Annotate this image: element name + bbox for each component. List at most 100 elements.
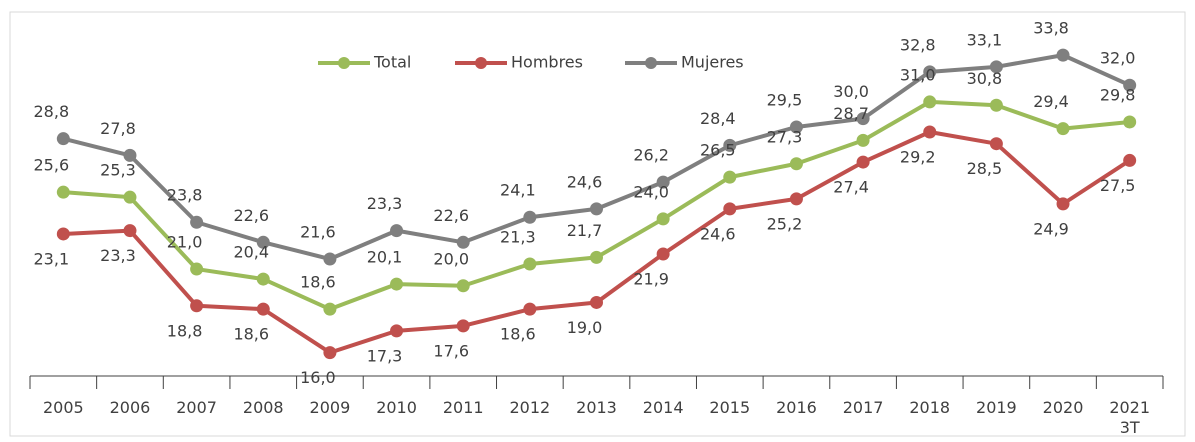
- x-tick-label: 2006: [109, 398, 151, 417]
- data-point: [390, 277, 404, 291]
- data-label: 32,0: [1100, 49, 1136, 68]
- data-point: [923, 65, 937, 79]
- data-label: 16,0: [300, 368, 336, 387]
- legend-label: Total: [373, 53, 411, 72]
- data-point: [656, 175, 670, 189]
- data-point: [323, 346, 337, 360]
- x-tick-label: 2015: [709, 398, 751, 417]
- data-label: 17,6: [433, 341, 469, 360]
- data-point: [456, 279, 470, 293]
- data-label: 28,8: [34, 102, 70, 121]
- data-point: [256, 235, 270, 249]
- data-point: [1123, 115, 1137, 129]
- data-label: 24,9: [1033, 219, 1069, 238]
- data-label: 18,6: [300, 273, 336, 292]
- data-label: 26,5: [700, 141, 736, 160]
- data-point: [390, 324, 404, 338]
- data-label: 17,3: [367, 346, 403, 365]
- x-tick-label: 2012: [509, 398, 551, 417]
- data-point: [989, 60, 1003, 74]
- data-point: [590, 250, 603, 264]
- x-tick-label: 2019: [976, 398, 1017, 417]
- x-tick-label: 2010: [376, 398, 417, 417]
- x-tick-label: 2008: [242, 398, 284, 417]
- data-point: [789, 120, 803, 134]
- data-point: [123, 148, 137, 162]
- data-point: [123, 224, 137, 238]
- data-label: 28,7: [833, 104, 869, 123]
- data-point: [256, 272, 270, 286]
- data-label: 24,6: [567, 172, 603, 191]
- data-label: 27,5: [1100, 176, 1136, 195]
- data-label: 24,0: [633, 182, 669, 201]
- data-label: 21,6: [300, 223, 336, 242]
- data-label: 29,2: [900, 148, 936, 167]
- data-point: [456, 235, 470, 249]
- data-point: [590, 295, 603, 309]
- data-point: [1056, 48, 1070, 62]
- x-tick-label: 2018: [909, 398, 951, 417]
- data-label: 19,0: [567, 318, 603, 337]
- chart-border: [9, 11, 1186, 437]
- data-label: 22,6: [233, 206, 269, 225]
- data-point: [523, 210, 537, 224]
- data-point: [323, 252, 337, 266]
- x-tick-label: 2016: [776, 398, 817, 417]
- data-point: [256, 302, 270, 316]
- data-label: 21,0: [167, 233, 203, 252]
- data-label: 18,8: [167, 321, 203, 340]
- data-point: [56, 185, 70, 199]
- data-label: 24,1: [500, 181, 536, 200]
- data-label: 20,1: [367, 248, 403, 267]
- data-point: [523, 302, 537, 316]
- x-tick-label: 2021 3T: [1109, 398, 1151, 437]
- data-point: [56, 227, 70, 241]
- data-point: [1056, 197, 1070, 211]
- data-point: [923, 125, 937, 139]
- x-tick-label: 2017: [842, 398, 884, 417]
- data-label: 33,8: [1033, 19, 1069, 38]
- data-point: [1123, 78, 1137, 92]
- data-label: 27,4: [833, 178, 869, 197]
- data-label: 23,8: [167, 186, 203, 205]
- data-point: [390, 224, 404, 238]
- data-label: 21,3: [500, 228, 536, 247]
- data-point: [856, 133, 870, 147]
- data-point: [723, 170, 737, 184]
- data-label: 20,4: [233, 243, 269, 262]
- data-point: [989, 137, 1003, 151]
- data-label: 30,0: [833, 82, 869, 101]
- data-point: [989, 98, 1003, 112]
- data-label: 20,0: [433, 249, 469, 268]
- data-point: [789, 192, 803, 206]
- data-point: [190, 215, 204, 229]
- data-point: [190, 299, 204, 313]
- data-point: [923, 95, 937, 109]
- data-label: 29,5: [767, 90, 803, 109]
- data-point: [656, 247, 670, 261]
- data-point: [523, 257, 537, 271]
- legend-label: Hombres: [511, 53, 583, 72]
- data-label: 33,1: [967, 30, 1003, 49]
- data-point: [456, 319, 470, 333]
- data-label: 25,3: [100, 161, 136, 180]
- data-point: [723, 138, 737, 152]
- x-tick-label: 2011: [442, 398, 484, 417]
- data-label: 21,7: [567, 221, 603, 240]
- data-point: [1123, 153, 1137, 167]
- data-label: 28,5: [967, 159, 1003, 178]
- data-point: [656, 212, 670, 226]
- legend-marker: [645, 57, 657, 69]
- legend-marker: [338, 57, 350, 69]
- data-label: 22,6: [433, 206, 469, 225]
- data-point: [723, 202, 737, 216]
- data-label: 25,6: [34, 156, 70, 175]
- data-label: 23,3: [100, 246, 136, 265]
- data-point: [856, 155, 870, 169]
- x-tick-label: 2007: [176, 398, 217, 417]
- x-tick-label: 2014: [642, 398, 684, 417]
- x-tick-label: 2005: [42, 398, 84, 417]
- legend-label: Mujeres: [681, 53, 744, 72]
